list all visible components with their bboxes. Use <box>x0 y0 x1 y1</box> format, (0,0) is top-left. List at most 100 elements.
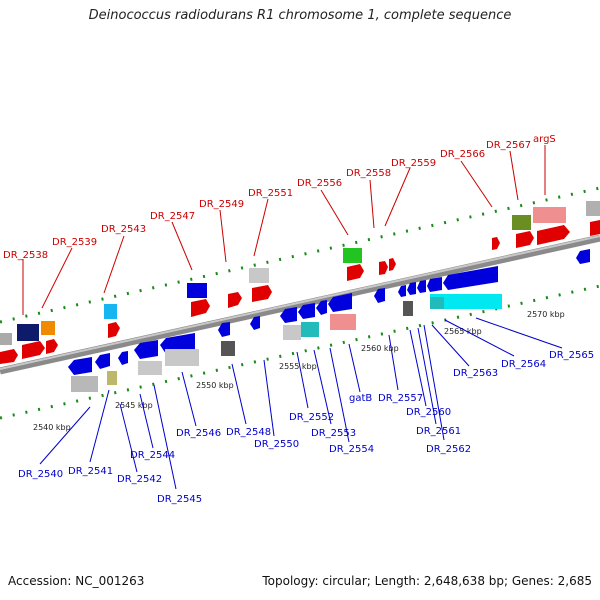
gene-block <box>430 297 444 309</box>
top-gene-labels: DR_2538 DR_2539 DR_2543 DR_2547 DR_2549 … <box>3 134 556 261</box>
gene-arrow <box>68 357 92 375</box>
gene-arrow <box>389 258 396 271</box>
gene-arrow <box>218 322 230 337</box>
gene-block <box>430 294 502 309</box>
gene-label-bottom: DR_2541 <box>68 466 113 477</box>
gene-arrow <box>22 341 45 359</box>
gene-arrow <box>118 351 128 365</box>
gene-arrow <box>191 299 210 317</box>
gene-block <box>107 371 117 385</box>
gene-label-bottom: DR_2560 <box>406 407 451 418</box>
gene-block <box>104 304 117 319</box>
gene-arrow <box>398 285 406 297</box>
scale-label: 2570 kbp <box>527 310 565 319</box>
gene-label-top: argS <box>533 134 556 145</box>
gene-arrow <box>250 316 260 330</box>
gene-arrow <box>576 249 590 264</box>
gene-block <box>330 314 356 330</box>
gene-arrow <box>374 288 385 303</box>
gene-block <box>0 333 12 345</box>
gene-label-bottom: DR_2564 <box>501 359 546 370</box>
gene-block <box>41 321 55 335</box>
gene-arrow <box>0 349 18 364</box>
gene-arrow <box>427 277 442 292</box>
gene-label-bottom: DR_2563 <box>453 368 498 379</box>
gene-arrow <box>280 307 297 323</box>
gene-arrow <box>160 333 195 354</box>
gene-label-bottom: DR_2550 <box>254 439 299 450</box>
map-title: Deinococcus radiodurans R1 chromosome 1,… <box>88 8 512 23</box>
top-label-leaders <box>22 145 546 315</box>
gene-label-top: DR_2558 <box>346 168 391 179</box>
chromosome-backbone <box>0 234 600 375</box>
accession-text: Accession: NC_001263 <box>8 574 145 588</box>
forward-strand-genes <box>0 201 600 364</box>
scale-label: 2540 kbp <box>33 423 71 432</box>
gene-arrow <box>46 339 58 354</box>
gene-label-top: DR_2567 <box>486 140 531 151</box>
topology-summary: Topology: circular; Length: 2,648,638 bp… <box>262 574 592 588</box>
gene-label-bottom: DR_2540 <box>18 469 63 480</box>
gene-arrow <box>252 285 272 302</box>
gene-block <box>533 207 566 223</box>
gene-block <box>301 322 319 337</box>
gene-arrow <box>407 282 416 295</box>
bottom-gene-labels: DR_2540 DR_2541 DR_2542 DR_2544 DR_2545 … <box>18 350 594 505</box>
gene-arrow <box>108 322 120 338</box>
gene-block <box>343 248 362 263</box>
gene-block <box>221 341 235 356</box>
gene-label-bottom: DR_2554 <box>329 444 374 455</box>
gene-label-bottom: DR_2552 <box>289 412 334 423</box>
gene-label-bottom: DR_2544 <box>130 450 175 461</box>
scale-label: 2560 kbp <box>361 344 399 353</box>
gene-label-bottom: DR_2561 <box>416 426 461 437</box>
gene-label-top: DR_2559 <box>391 158 436 169</box>
gene-arrow <box>590 220 600 236</box>
gene-block <box>165 349 199 366</box>
gene-arrow <box>228 292 242 308</box>
gene-label-bottom: gatB <box>349 393 372 404</box>
gene-block <box>403 301 413 316</box>
gene-label-top: DR_2547 <box>150 211 195 222</box>
scale-label: 2545 kbp <box>115 401 153 410</box>
reverse-strand-genes <box>68 249 590 392</box>
gene-label-bottom: DR_2542 <box>117 474 162 485</box>
gene-label-bottom: DR_2545 <box>157 494 202 505</box>
gene-label-bottom: DR_2565 <box>549 350 594 361</box>
scale-label: 2565 kbp <box>444 327 482 336</box>
scale-label: 2555 kbp <box>279 362 317 371</box>
gene-label-bottom: DR_2562 <box>426 444 471 455</box>
gene-block <box>138 361 162 375</box>
gene-block <box>586 201 600 216</box>
gene-arrow <box>443 266 498 290</box>
gene-label-top: DR_2556 <box>297 178 342 189</box>
gene-label-top: DR_2566 <box>440 149 485 160</box>
gene-label-top: DR_2539 <box>52 237 97 248</box>
gene-arrow <box>537 225 570 245</box>
gene-label-top: DR_2551 <box>248 188 293 199</box>
bottom-label-leaders <box>39 317 563 490</box>
gene-block <box>71 376 98 392</box>
gene-arrow <box>417 280 426 293</box>
gene-arrow <box>95 353 110 369</box>
gene-arrow <box>492 237 500 250</box>
gene-arrow <box>298 303 315 319</box>
gene-block <box>283 325 301 340</box>
gene-label-top: DR_2543 <box>101 224 146 235</box>
scale-label: 2550 kbp <box>196 381 234 390</box>
gene-arrow <box>134 340 158 359</box>
gene-label-bottom: DR_2553 <box>311 428 356 439</box>
gene-arrow <box>328 293 352 312</box>
gene-block <box>249 268 269 283</box>
gene-label-bottom: DR_2548 <box>226 427 271 438</box>
gene-block <box>187 283 207 298</box>
gene-arrow <box>347 264 364 281</box>
gene-label-top: DR_2549 <box>199 199 244 210</box>
gene-arrow <box>316 300 327 315</box>
chromosome-backbone-highlight <box>0 235 600 370</box>
gene-arrow <box>379 261 388 275</box>
gene-block <box>17 324 39 341</box>
gene-arrow <box>516 231 534 248</box>
scale-labels: 2540 kbp 2545 kbp 2550 kbp 2555 kbp 2560… <box>33 310 565 432</box>
